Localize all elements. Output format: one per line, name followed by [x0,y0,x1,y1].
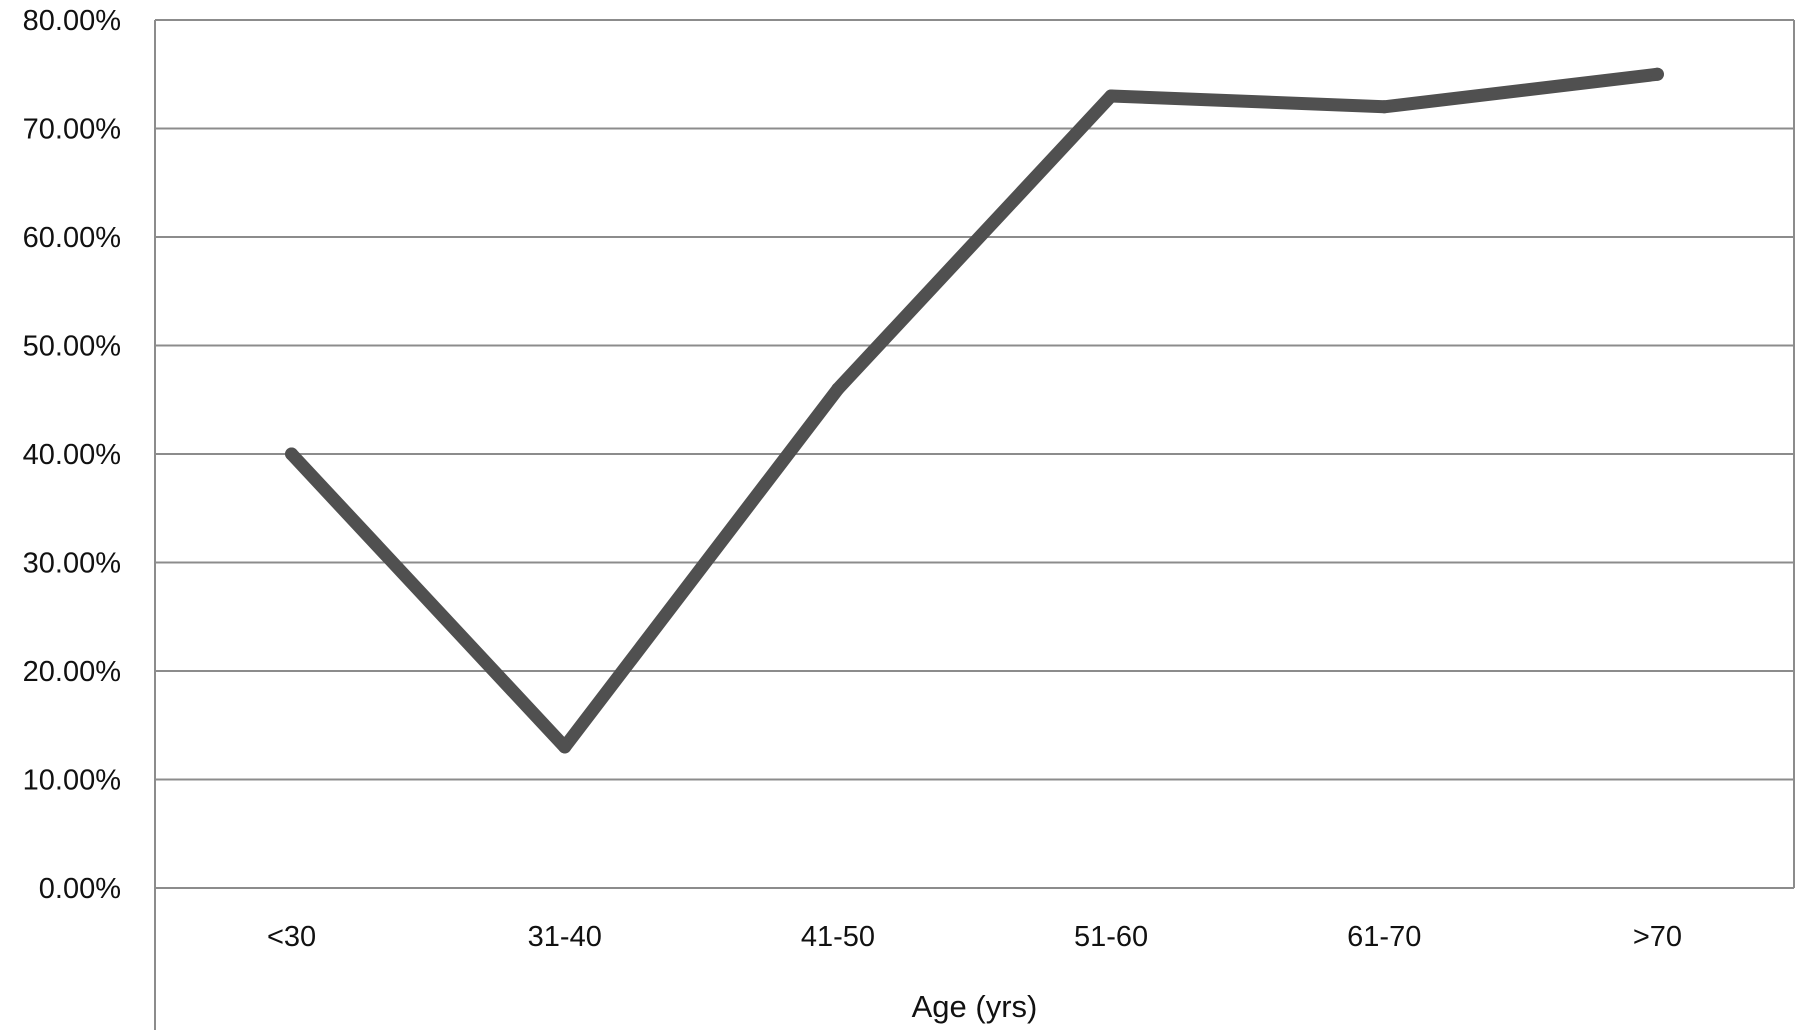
data-point [1104,89,1118,103]
x-tick-labels: <30 31-40 41-50 51-60 61-70 >70 [267,921,1682,953]
y-tick-label: 40.00% [23,439,121,471]
data-point [1650,67,1664,81]
x-tick-label: 41-50 [801,921,875,953]
y-tick-label: 20.00% [23,656,121,688]
grid-lines [155,19,1794,889]
y-tick-label: 10.00% [23,765,121,797]
y-tick-label: 30.00% [23,548,121,580]
y-tick-label: 60.00% [23,222,121,254]
x-tick-label: 51-60 [1074,921,1148,953]
x-tick-label: 61-70 [1347,921,1421,953]
y-tick-labels: 0.00% 10.00% 20.00% 30.00% 40.00% 50.00% 60.00… [23,5,121,905]
data-point [285,447,299,461]
data-point [831,382,845,396]
axes [154,20,1795,1030]
x-axis-title: Age (yrs) [912,989,1038,1024]
y-tick-label: 50.00% [23,331,121,363]
y-tick-label: 0.00% [39,873,121,905]
data-point [558,740,572,754]
x-tick-label: <30 [267,921,316,953]
series-line [285,67,1664,754]
series [285,67,1664,754]
x-tick-label: >70 [1633,921,1682,953]
x-tick-label: 31-40 [528,921,602,953]
data-point [1377,100,1391,114]
y-tick-label: 70.00% [23,114,121,146]
y-tick-label: 80.00% [23,5,121,37]
